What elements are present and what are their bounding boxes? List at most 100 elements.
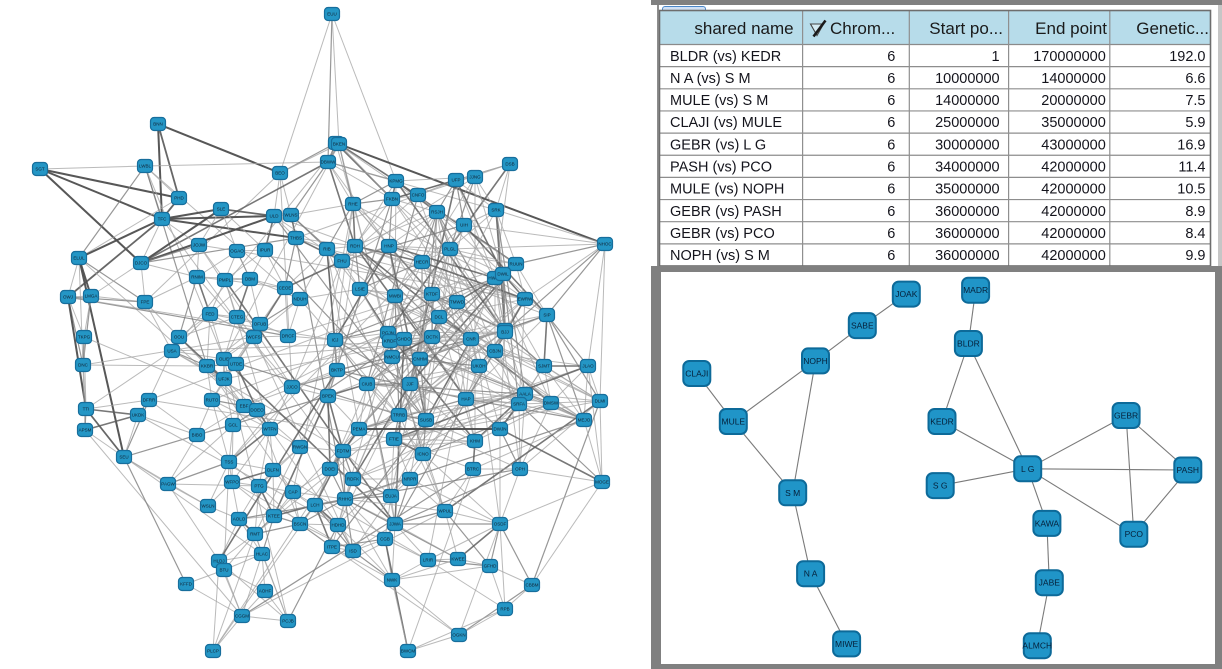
svg-text:TKPG: TKPG [78, 335, 91, 340]
svg-text:HNP: HNP [384, 244, 394, 249]
svg-text:BTRC: BTRC [467, 467, 480, 472]
svg-text:25000000: 25000000 [935, 115, 1000, 131]
svg-text:AOHF: AOHF [259, 589, 272, 594]
svg-text:UFP: UFP [452, 178, 461, 183]
svg-text:MULE (vs) NOPH: MULE (vs) NOPH [670, 182, 784, 198]
svg-text:PCO: PCO [1125, 529, 1144, 539]
svg-text:CTEG: CTEG [231, 315, 244, 320]
svg-text:DWIL: DWIL [497, 272, 509, 277]
svg-text:SRK: SRK [491, 208, 500, 213]
svg-text:DRCF: DRCF [282, 334, 295, 339]
svg-text:EUJA: EUJA [385, 494, 397, 499]
svg-text:6: 6 [887, 93, 895, 109]
svg-text:RMT: RMT [250, 532, 260, 537]
svg-text:SRFA: SRFA [513, 402, 525, 407]
svg-text:HLAC: HLAC [256, 552, 269, 557]
svg-text:36000000: 36000000 [935, 204, 1000, 220]
svg-text:OSDF: OSDF [494, 522, 507, 527]
svg-text:35000000: 35000000 [935, 182, 1000, 198]
svg-text:JLAO: JLAO [582, 364, 594, 369]
svg-text:AALA: AALA [519, 392, 531, 397]
svg-text:ICJ: ICJ [332, 338, 339, 343]
svg-text:PHD: PHD [174, 196, 184, 201]
svg-text:JJWA: JJWA [389, 522, 401, 527]
svg-text:CGGM: CGGM [235, 614, 249, 619]
svg-text:OFUB: OFUB [254, 322, 267, 327]
svg-text:6: 6 [887, 182, 895, 198]
svg-text:GEBR (vs) L G: GEBR (vs) L G [670, 137, 766, 153]
svg-text:SLE: SLE [217, 207, 226, 212]
svg-text:N A: N A [804, 569, 818, 579]
svg-text:RNIM: RNIM [191, 275, 203, 280]
svg-text:NOPH (vs) S M: NOPH (vs) S M [670, 248, 770, 264]
svg-text:HECR: HECR [416, 260, 430, 265]
svg-text:6: 6 [887, 160, 895, 176]
svg-text:KPMG: KPMG [389, 179, 403, 184]
svg-text:OCTK: OCTK [426, 335, 439, 340]
svg-text:PASH: PASH [1177, 465, 1200, 475]
svg-text:MULE (vs) S M: MULE (vs) S M [670, 93, 768, 109]
svg-text:L G: L G [1021, 464, 1034, 474]
svg-text:DNC: DNC [78, 363, 88, 368]
svg-text:TFC: TFC [158, 217, 167, 222]
svg-text:JJNG: JJNG [469, 175, 481, 180]
svg-text:DSB: DSB [505, 162, 514, 167]
svg-text:GHDO: GHDO [397, 337, 411, 342]
svg-text:6.6: 6.6 [1185, 71, 1205, 87]
svg-text:6: 6 [887, 137, 895, 153]
svg-text:TSS: TSS [225, 460, 234, 465]
svg-text:WTFN: WTFN [264, 427, 277, 432]
svg-text:Genetic...: Genetic... [1136, 19, 1209, 38]
svg-text:UKOH: UKOH [472, 364, 485, 369]
svg-text:170000000: 170000000 [1033, 49, 1106, 65]
svg-text:DFRR: DFRR [143, 398, 156, 403]
svg-text:RIB: RIB [323, 247, 331, 252]
svg-text:ISD: ISD [349, 549, 357, 554]
svg-text:GEBR (vs) PCO: GEBR (vs) PCO [670, 226, 775, 242]
svg-text:CNHM: CNHM [413, 357, 427, 362]
svg-text:CIUB: CIUB [362, 382, 373, 387]
svg-text:OWJ: OWJ [63, 295, 73, 300]
svg-text:42000000: 42000000 [1041, 226, 1106, 242]
svg-text:DBWW: DBWW [321, 160, 336, 165]
svg-text:NHOC: NHOC [598, 242, 612, 247]
svg-text:AOLO: AOLO [233, 517, 246, 522]
svg-text:DWJN: DWJN [494, 427, 507, 432]
svg-text:TRRB: TRRB [393, 413, 405, 418]
svg-text:OGAO: OGAO [230, 249, 244, 254]
svg-text:DLFN: DLFN [267, 468, 279, 473]
svg-text:BTU: BTU [220, 568, 229, 573]
svg-text:BJJ: BJJ [501, 330, 509, 335]
svg-text:CLAJI (vs) MULE: CLAJI (vs) MULE [670, 115, 782, 131]
svg-text:DMSW: DMSW [544, 401, 559, 406]
svg-text:Start po...: Start po... [929, 19, 1003, 38]
svg-text:GEBR: GEBR [1114, 411, 1138, 421]
svg-text:FPE: FPE [141, 300, 150, 305]
svg-text:36000000: 36000000 [935, 248, 1000, 264]
svg-text:DLMI: DLMI [595, 399, 606, 404]
svg-text:FTIE: FTIE [389, 437, 399, 442]
svg-text:BLDR (vs) KEDR: BLDR (vs) KEDR [670, 49, 781, 65]
svg-text:CBJN: CBJN [489, 349, 501, 354]
svg-text:DJCO: DJCO [135, 261, 148, 266]
svg-text:6: 6 [887, 204, 895, 220]
svg-text:FKBN: FKBN [386, 197, 398, 202]
svg-text:PMPL: PMPL [219, 278, 232, 283]
svg-text:JOJW: JOJW [193, 243, 206, 248]
svg-text:BPEK: BPEK [322, 394, 334, 399]
svg-text:PLGL: PLGL [444, 247, 456, 252]
svg-text:MWBI: MWBI [389, 294, 401, 299]
svg-text:14000000: 14000000 [1041, 71, 1106, 87]
svg-text:FDTM: FDTM [337, 449, 350, 454]
svg-text:End point: End point [1035, 19, 1107, 38]
svg-text:Chrom...: Chrom... [830, 19, 895, 38]
svg-text:ICNO: ICNO [417, 452, 429, 457]
svg-text:HLDJ: HLDJ [213, 559, 224, 564]
svg-text:TTI: TTI [83, 407, 90, 412]
svg-text:NOPH: NOPH [803, 356, 828, 366]
svg-text:ELUL: ELUL [73, 256, 85, 261]
svg-text:RWGN: RWGN [293, 445, 307, 450]
svg-text:DBM: DBM [245, 277, 255, 282]
svg-text:CBBM: CBBM [525, 583, 538, 588]
svg-text:RDH: RDH [350, 244, 360, 249]
